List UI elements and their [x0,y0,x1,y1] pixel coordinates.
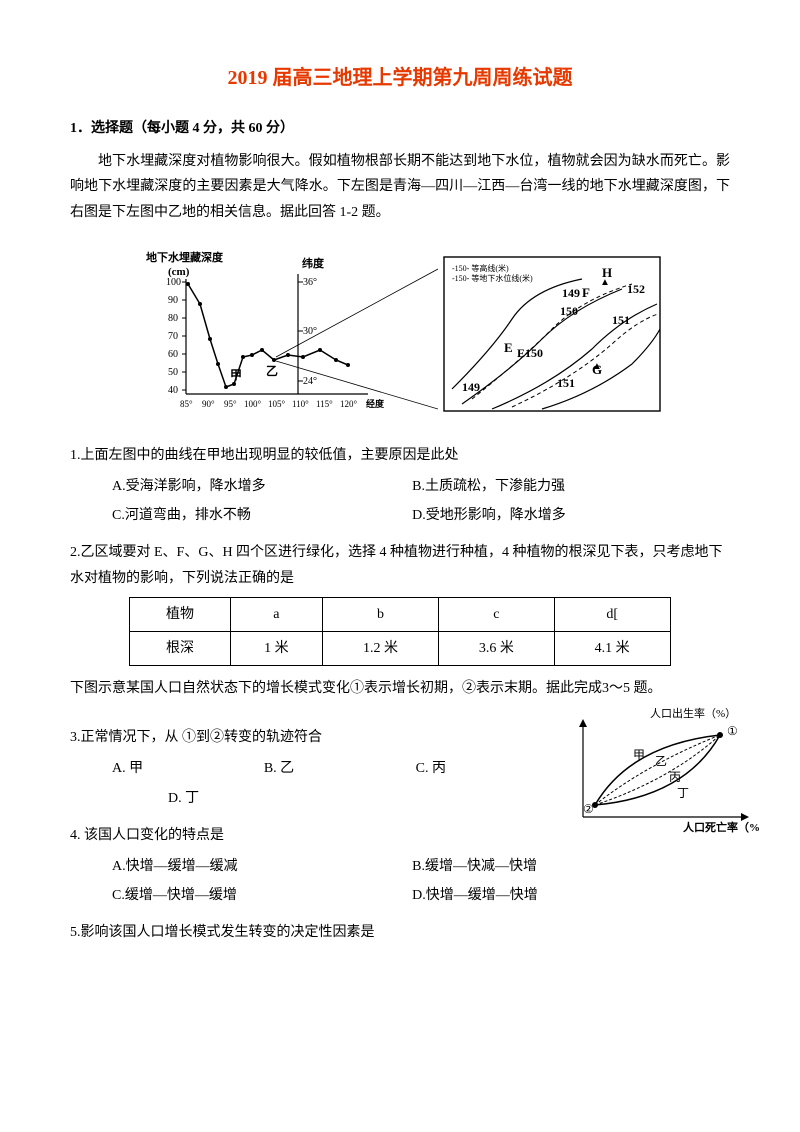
svg-text:24°: 24° [303,376,317,387]
svg-text:70: 70 [168,331,178,342]
svg-text:149: 149 [562,286,580,300]
svg-text:经度: 经度 [366,398,385,409]
plant-table: 植物 a b c d[ 根深 1 米 1.2 米 3.6 米 4.1 米 [129,597,670,666]
intro-paragraph: 地下水埋藏深度对植物影响很大。假如植物根部长期不能达到地下水位，植物就会因为缺水… [70,149,730,225]
svg-text:40: 40 [168,385,178,396]
section-heading: 1．选择题（每小题 4 分，共 60 分） [70,116,730,141]
q1-opt-a: A.受海洋影响，降水增多 [112,474,409,499]
q1-options-2: C.河道弯曲，排水不畅 D.受地形影响，降水增多 [70,503,730,528]
table-cell: 3.6 米 [438,631,554,665]
svg-text:-150- 等地下水位线(米): -150- 等地下水位线(米) [452,273,533,283]
svg-text:80: 80 [168,313,178,324]
q4-opt-c: C.缓增—快增—缓增 [112,883,409,908]
svg-text:85°: 85° [180,399,193,409]
svg-text:150: 150 [560,304,578,318]
svg-text:95°: 95° [224,399,237,409]
table-cell: a [230,597,322,631]
svg-text:115°: 115° [316,399,333,409]
q4-opt-d: D.快增—缓增—快增 [412,883,709,908]
svg-text:105°: 105° [268,399,286,409]
table-row: 植物 a b c d[ [130,597,670,631]
svg-text:36°: 36° [303,277,317,288]
right-chart: -150- 等高线(米) -150- 等地下水位线(米) H 149 F 150… [442,249,662,419]
svg-text:F: F [582,285,590,300]
q1-opt-c: C.河道弯曲，排水不畅 [112,503,409,528]
q1-opt-b: B.土质疏松，下渗能力强 [412,474,709,499]
svg-text:E150: E150 [517,346,543,360]
q4-options-1: A.快增—缓增—缓减 B.缓增—快减—快增 [70,854,730,879]
table-row: 根深 1 米 1.2 米 3.6 米 4.1 米 [130,631,670,665]
svg-text:100: 100 [166,277,181,288]
q3-opt-a: A. 甲 [112,756,260,781]
q2-text: 2.乙区域要对 E、F、G、H 四个区进行绿化，选择 4 种植物进行种植，4 种… [70,540,730,590]
table-cell: c [438,597,554,631]
svg-text:152: 152 [627,282,645,296]
q1-opt-d: D.受地形影响，降水增多 [412,503,709,528]
svg-text:丁: 丁 [677,786,689,800]
svg-text:60: 60 [168,349,178,360]
svg-text:90: 90 [168,295,178,306]
svg-text:▲: ▲ [592,361,602,372]
y-axis-label: 人口出生率（%） [650,706,736,720]
svg-text:-150- 等高线(米): -150- 等高线(米) [452,263,509,273]
svg-text:110°: 110° [292,399,309,409]
population-chart: 人口出生率（%） 人口死亡率（%） ① ② 甲 乙 丙 丁 [555,705,760,835]
marker-jia: 甲 [230,368,242,382]
y-title: 地下水埋藏深度 [146,250,224,264]
svg-text:100°: 100° [244,399,262,409]
table-cell: 1.2 米 [323,631,439,665]
svg-text:乙: 乙 [655,754,667,768]
q3-opt-b: B. 乙 [264,756,412,781]
q1-text: 1.上面左图中的曲线在甲地出现明显的较低值，主要原因是此处 [70,443,730,468]
q4-opt-b: B.缓增—快减—快增 [412,854,709,879]
table-cell: 根深 [130,631,230,665]
svg-text:▲: ▲ [600,277,610,288]
svg-text:30°: 30° [303,326,317,337]
svg-text:②: ② [583,802,594,816]
svg-text:90°: 90° [202,399,215,409]
q3-opt-c: C. 丙 [416,756,564,781]
table-cell: 植物 [130,597,230,631]
q5-text: 5.影响该国人口增长模式发生转变的决定性因素是 [70,920,730,945]
q3-opt-d: D. 丁 [168,791,199,806]
table-cell: 1 米 [230,631,322,665]
table-cell: d[ [554,597,670,631]
svg-text:丙: 丙 [669,770,681,784]
context-3-5: 下图示意某国人口自然状态下的增长模式变化①表示增长初期，②表示末期。据此完成3～… [70,676,730,701]
table-cell: 4.1 米 [554,631,670,665]
q4-options-2: C.缓增—快增—缓增 D.快增—缓增—快增 [70,883,730,908]
left-chart: 地下水埋藏深度 (cm) 纬度 100 90 80 70 60 50 40 36… [138,249,438,419]
svg-text:E: E [504,340,513,355]
table-cell: b [323,597,439,631]
q4-opt-a: A.快增—缓增—缓减 [112,854,409,879]
svg-text:149: 149 [462,380,480,394]
page-title: 2019 届高三地理上学期第九周周练试题 [70,60,730,96]
svg-text:甲: 甲 [633,748,645,762]
q1-options-1: A.受海洋影响，降水增多 B.土质疏松，下渗能力强 [70,474,730,499]
svg-text:151: 151 [612,313,630,327]
svg-text:①: ① [727,724,738,738]
svg-text:151: 151 [557,376,575,390]
svg-text:120°: 120° [340,399,358,409]
figure-container: 地下水埋藏深度 (cm) 纬度 100 90 80 70 60 50 40 36… [70,249,730,419]
x-axis-label: 人口死亡率（%） [683,820,760,834]
svg-text:50: 50 [168,367,178,378]
lat-title: 纬度 [302,256,325,270]
marker-yi: 乙 [266,364,278,378]
